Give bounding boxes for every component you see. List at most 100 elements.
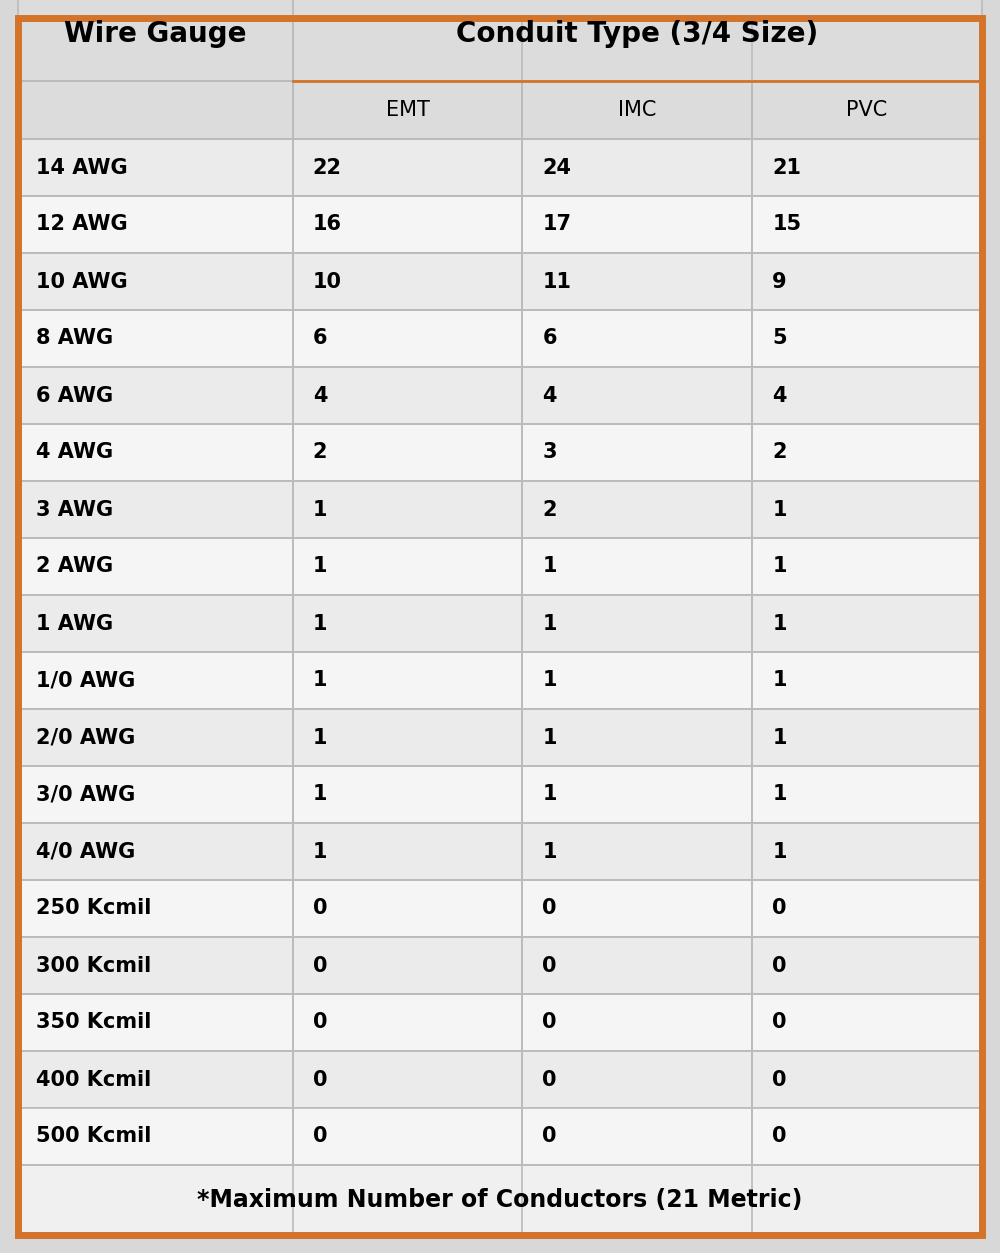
Text: 0: 0 (772, 1012, 787, 1032)
Text: *Maximum Number of Conductors (21 Metric): *Maximum Number of Conductors (21 Metric… (197, 1188, 803, 1212)
Bar (752, 1051, 982, 1108)
Text: 1: 1 (772, 556, 787, 576)
Bar (293, 253, 522, 309)
Bar (522, 139, 752, 195)
Bar (18, 1108, 293, 1165)
Bar (293, 709, 522, 766)
Bar (18, 139, 293, 195)
Bar (752, 766, 982, 823)
Bar (522, 481, 752, 538)
Bar (293, 1108, 522, 1165)
Bar (293, 994, 522, 1051)
Text: 0: 0 (313, 956, 327, 976)
Bar (18, 994, 293, 1051)
Bar (293, 1051, 522, 1108)
Text: 1: 1 (313, 728, 327, 748)
Bar (522, 994, 752, 1051)
Bar (752, 481, 982, 538)
Text: 2 AWG: 2 AWG (36, 556, 113, 576)
Text: 300 Kcmil: 300 Kcmil (36, 956, 151, 976)
Text: 4: 4 (542, 386, 557, 406)
Text: 0: 0 (313, 898, 327, 918)
Text: 1: 1 (772, 728, 787, 748)
Text: 1: 1 (772, 614, 787, 634)
Text: 1: 1 (772, 784, 787, 804)
Text: 6: 6 (542, 328, 557, 348)
Text: 1: 1 (313, 614, 327, 634)
Bar (293, 766, 522, 823)
Bar (752, 538, 982, 595)
Bar (752, 994, 982, 1051)
Text: 15: 15 (772, 214, 801, 234)
Text: 24: 24 (542, 158, 571, 178)
Bar (18, 709, 293, 766)
Text: 1: 1 (542, 728, 557, 748)
Bar (18, 937, 293, 994)
Text: 1: 1 (542, 784, 557, 804)
Bar (752, 253, 982, 309)
Text: Wire Gauge: Wire Gauge (64, 20, 247, 48)
Text: 0: 0 (772, 1070, 787, 1090)
Text: 1: 1 (772, 670, 787, 690)
Text: 4 AWG: 4 AWG (36, 442, 113, 462)
Bar (293, 880, 522, 937)
Bar (293, 139, 522, 195)
Text: IMC: IMC (618, 100, 657, 120)
Text: 14 AWG: 14 AWG (36, 158, 128, 178)
Text: 350 Kcmil: 350 Kcmil (36, 1012, 151, 1032)
Bar (18, 0, 293, 81)
Text: 1: 1 (313, 500, 327, 520)
Text: 1: 1 (542, 556, 557, 576)
Text: 4: 4 (772, 386, 787, 406)
Text: 2: 2 (313, 442, 327, 462)
Bar (752, 424, 982, 481)
Bar (18, 823, 293, 880)
Text: 4/0 AWG: 4/0 AWG (36, 842, 135, 862)
Bar (752, 367, 982, 424)
Text: 0: 0 (542, 898, 557, 918)
Bar (293, 0, 982, 81)
Text: 3: 3 (542, 442, 557, 462)
Bar (752, 880, 982, 937)
Text: 22: 22 (313, 158, 342, 178)
Text: 2: 2 (772, 442, 787, 462)
Text: PVC: PVC (846, 100, 888, 120)
Bar (18, 481, 293, 538)
Bar (18, 424, 293, 481)
Bar (293, 937, 522, 994)
Bar (18, 538, 293, 595)
Text: 1: 1 (542, 842, 557, 862)
Text: 0: 0 (542, 1126, 557, 1146)
Text: 3/0 AWG: 3/0 AWG (36, 784, 135, 804)
Text: 0: 0 (313, 1070, 327, 1090)
Text: 1: 1 (313, 556, 327, 576)
Text: 1: 1 (313, 670, 327, 690)
Bar (752, 195, 982, 253)
Bar (293, 538, 522, 595)
Bar (522, 81, 752, 139)
Bar (522, 1051, 752, 1108)
Bar (18, 1165, 982, 1235)
Bar (293, 823, 522, 880)
Bar (293, 367, 522, 424)
Text: 0: 0 (772, 898, 787, 918)
Bar (18, 81, 293, 139)
Text: 0: 0 (313, 1126, 327, 1146)
Bar (522, 367, 752, 424)
Text: 1: 1 (772, 842, 787, 862)
Text: Conduit Type (3/4 Size): Conduit Type (3/4 Size) (456, 20, 818, 48)
Bar (18, 766, 293, 823)
Bar (522, 424, 752, 481)
Bar (522, 766, 752, 823)
Bar (18, 309, 293, 367)
Bar (522, 652, 752, 709)
Text: 16: 16 (313, 214, 342, 234)
Bar (18, 195, 293, 253)
Text: 5: 5 (772, 328, 787, 348)
Text: 250 Kcmil: 250 Kcmil (36, 898, 151, 918)
Text: 4: 4 (313, 386, 327, 406)
Bar (752, 309, 982, 367)
Text: 3 AWG: 3 AWG (36, 500, 113, 520)
Bar (293, 481, 522, 538)
Bar (18, 652, 293, 709)
